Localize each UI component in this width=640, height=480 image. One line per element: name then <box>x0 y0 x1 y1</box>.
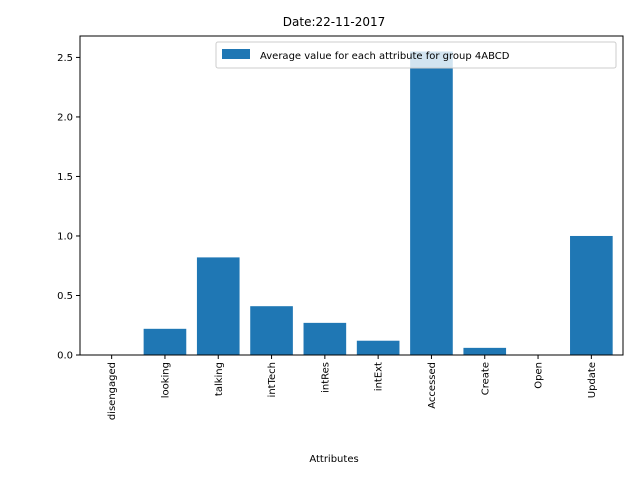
bar-looking[interactable] <box>143 328 187 355</box>
bar-Create[interactable] <box>463 347 507 355</box>
x-axis-title: Attributes <box>309 454 358 465</box>
x-tick-label-disengaged: disengaged <box>107 362 118 420</box>
x-tick-label-talking: talking <box>214 362 225 396</box>
x-tick-label-intTech: intTech <box>267 362 278 397</box>
y-tick-label: 1.0 <box>57 231 73 242</box>
x-tick-label-Create: Create <box>480 362 491 395</box>
bar-Accessed[interactable] <box>410 51 453 356</box>
x-tick-label-intExt: intExt <box>374 362 385 391</box>
x-tick-label-intRes: intRes <box>320 362 331 393</box>
legend-swatch <box>222 49 250 59</box>
y-axis: 0.0 0.5 1.0 1.5 2.0 2.5 <box>57 53 80 362</box>
y-tick-label: 2.0 <box>57 112 73 123</box>
y-tick-label: 0.0 <box>57 351 73 362</box>
bar-intRes[interactable] <box>303 322 347 355</box>
legend-label: Average value for each attribute for gro… <box>260 51 510 62</box>
y-tick-label: 1.5 <box>57 172 73 183</box>
plot-frame <box>79 35 624 356</box>
x-tick-label-looking: looking <box>160 362 171 398</box>
y-tick-label: 2.5 <box>57 53 73 64</box>
chart-title: Date:22-11-2017 <box>283 15 385 29</box>
bar-Update[interactable] <box>570 235 613 355</box>
legend-box <box>215 41 617 69</box>
x-axis: disengaged looking talking intTech intRes int… <box>107 355 598 420</box>
y-tick-label: 0.5 <box>57 291 73 302</box>
bars-group <box>143 51 613 356</box>
x-tick-label-Accessed: Accessed <box>427 362 438 409</box>
legend[interactable]: Average value for each attribute for gro… <box>215 41 617 69</box>
x-tick-label-Open: Open <box>534 362 545 389</box>
x-tick-label-Update: Update <box>587 362 598 398</box>
bar-intExt[interactable] <box>356 340 400 355</box>
bar-talking[interactable] <box>196 257 240 355</box>
bar-intTech[interactable] <box>250 306 293 355</box>
